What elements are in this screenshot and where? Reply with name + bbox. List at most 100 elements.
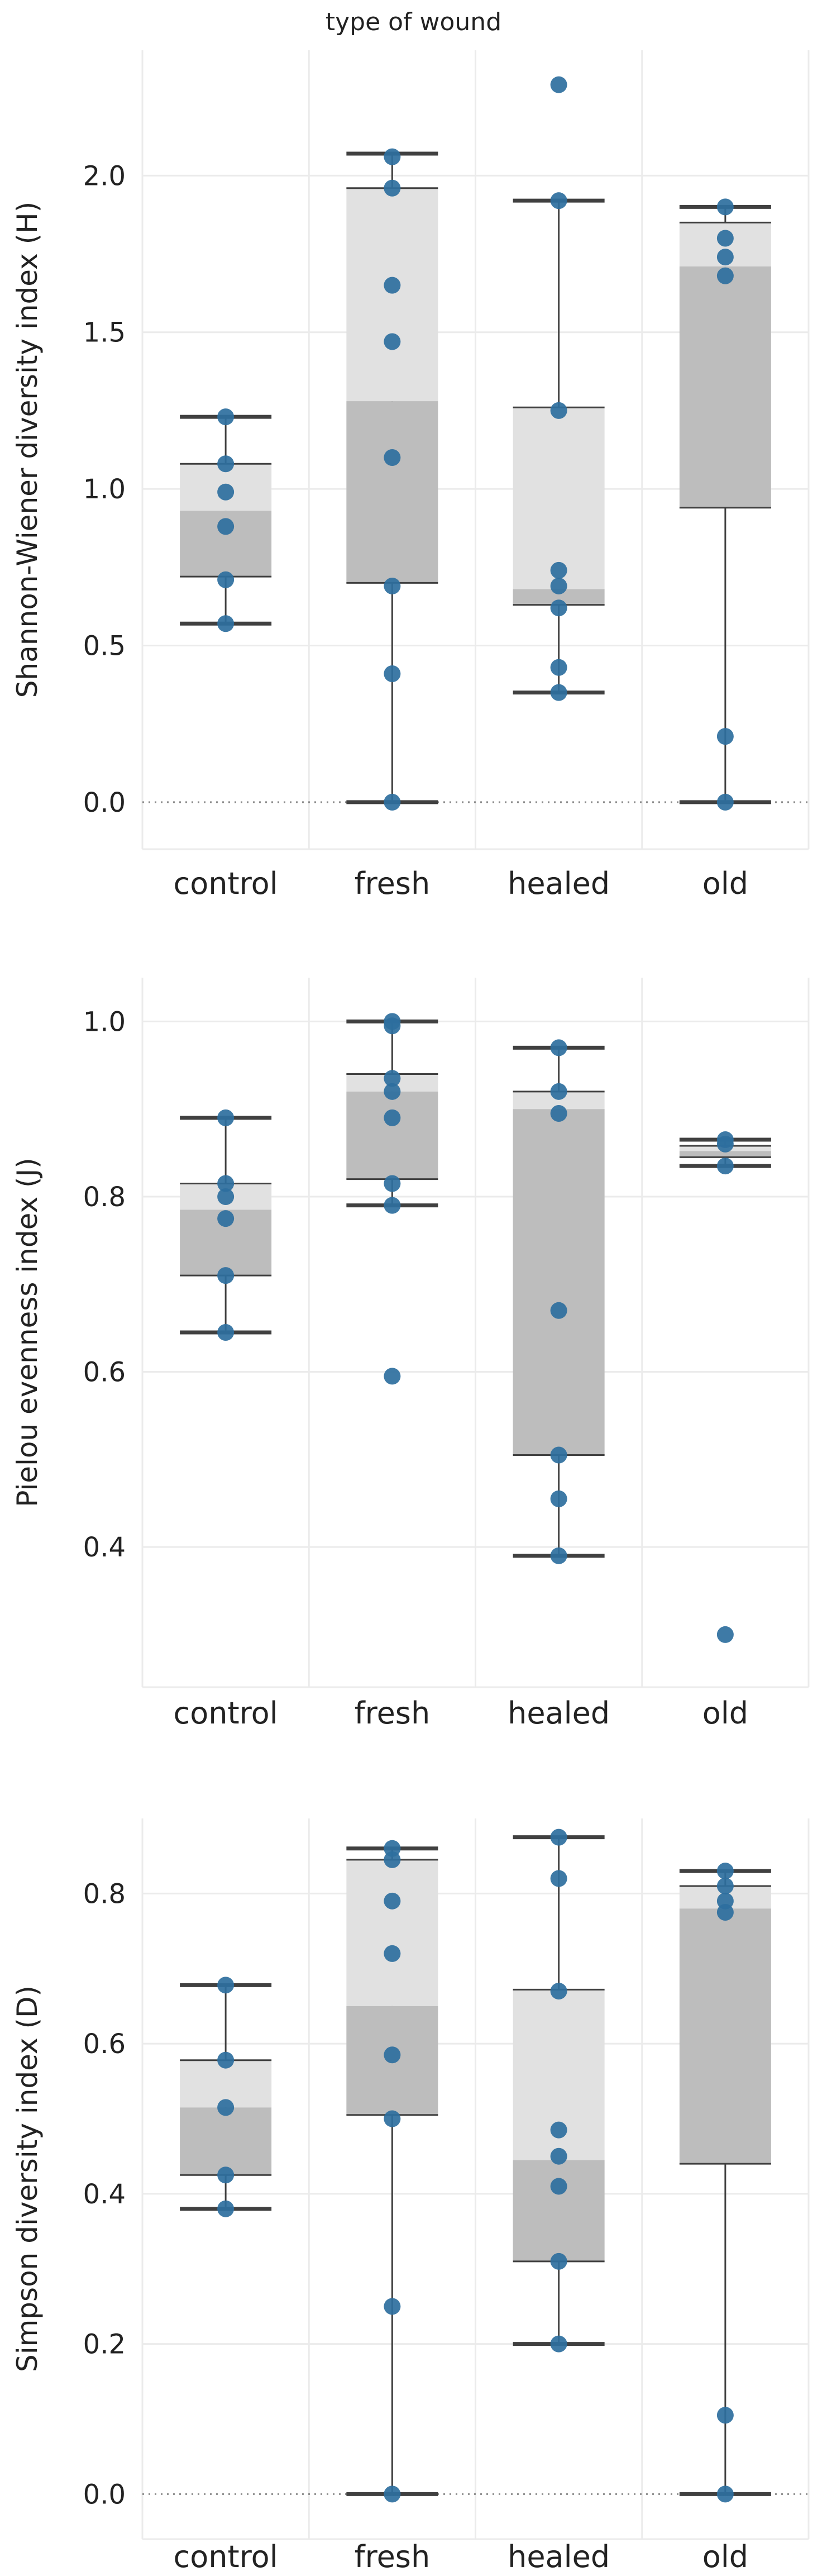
panel-3-x-tick-label-old: old (702, 2539, 748, 2574)
panel-3-data-point-control (217, 2200, 235, 2217)
panel-3-data-point-healed (550, 1983, 567, 2000)
panel-2-data-point-control (217, 1188, 235, 1205)
panel-2-y-tick-label: 0.8 (83, 1182, 126, 1213)
panel-2-y-tick-label: 0.4 (83, 1532, 126, 1563)
panel-3-x-tick-label-healed: healed (508, 2539, 610, 2574)
panel-3-data-point-fresh (384, 1945, 401, 1962)
panel-3-data-point-old (716, 1903, 734, 1921)
panel-2-x-tick-label-old: old (702, 1696, 748, 1731)
panel-2-y-axis-label: Pielou evenness index (J) (11, 1158, 44, 1507)
panel-2-data-point-fresh (384, 1017, 401, 1035)
panel-1-data-point-fresh (384, 148, 401, 165)
panel-1-data-point-healed (550, 561, 567, 579)
panel-3-data-point-healed (550, 2148, 567, 2165)
panel-3-data-point-fresh (384, 2485, 401, 2503)
panel-2-x-tick-label-fresh: fresh (355, 1696, 431, 1731)
panel-2-data-point-healed (550, 1105, 567, 1122)
panel-1-data-point-control (217, 571, 235, 588)
panel-3-data-point-old (716, 1863, 734, 1880)
panel-3-data-point-fresh (384, 1892, 401, 1910)
panel-1-data-point-control (217, 518, 235, 535)
panel-3-y-tick-label: 0.8 (83, 1878, 126, 1910)
panel-1-x-tick-label-healed: healed (508, 866, 610, 901)
panel-3-data-point-control (217, 2099, 235, 2116)
panel-2-box-lower-old (679, 1151, 771, 1158)
panel-2-data-point-control (217, 1210, 235, 1227)
panel-1-box-upper-healed (513, 407, 605, 589)
panel-2-data-point-healed (550, 1547, 567, 1564)
panel-1-data-point-healed (550, 76, 567, 93)
panel-2-box-lower-healed (513, 1109, 605, 1455)
panel-3-data-point-fresh (384, 2046, 401, 2064)
panel-1-x-tick-label-control: control (174, 866, 278, 901)
panel-3-data-point-old (716, 2407, 734, 2424)
panel-2-data-point-control (217, 1109, 235, 1126)
panel-3-data-point-fresh (384, 2298, 401, 2315)
panel-1-y-tick-label: 1.0 (83, 474, 126, 505)
panel-3-data-point-fresh (384, 2110, 401, 2127)
figure-title: type of wound (325, 8, 502, 36)
panel-3-box-lower-old (679, 1908, 771, 2164)
panel-1-data-point-fresh (384, 793, 401, 811)
panel-2-data-point-old (716, 1158, 734, 1175)
panel-3-data-point-healed (550, 2178, 567, 2195)
panel-3-data-point-fresh (384, 1851, 401, 1868)
panel-1-data-point-fresh (384, 333, 401, 350)
panel-1-data-point-healed (550, 684, 567, 701)
panel-1-data-point-fresh (384, 577, 401, 594)
panel-2-data-point-old (716, 1626, 734, 1643)
panel-2-data-point-healed (550, 1083, 567, 1100)
panel-3-y-tick-label: 0.6 (83, 2029, 126, 2060)
panel-1-data-point-control (217, 408, 235, 426)
panel-3-data-point-control (217, 2166, 235, 2184)
panel-1-data-point-fresh (384, 665, 401, 682)
panel-1-y-axis-label: Shannon-Wiener diversity index (H) (11, 202, 44, 698)
panel-1-x-tick-label-old: old (702, 866, 748, 901)
panel-3-data-point-control (217, 2051, 235, 2069)
panel-1-box-lower-old (679, 266, 771, 508)
panel-3-x-tick-label-control: control (174, 2539, 278, 2574)
panel-3-y-tick-label: 0.2 (83, 2329, 126, 2360)
panel-2-data-point-control (217, 1267, 235, 1284)
panel-1-data-point-old (716, 249, 734, 266)
panel-2-data-point-healed (550, 1446, 567, 1464)
panel-2-data-point-fresh (384, 1109, 401, 1126)
panel-2-box-lower-fresh (346, 1091, 438, 1179)
panel-3-data-point-old (716, 1877, 734, 1894)
panel-2-data-point-fresh (384, 1197, 401, 1214)
panel-1-data-point-fresh (384, 449, 401, 466)
panel-3-data-point-control (217, 1977, 235, 1994)
panel-3-y-tick-label: 0.0 (83, 2479, 126, 2510)
panel-1-data-point-healed (550, 577, 567, 594)
panel-2-data-point-healed (550, 1490, 567, 1507)
panel-2-data-point-old (716, 1135, 734, 1153)
panel-2-data-point-control (217, 1324, 235, 1341)
panel-1-data-point-old (716, 793, 734, 811)
panel-1-y-tick-label: 1.5 (83, 317, 126, 349)
panel-3-data-point-healed (550, 1829, 567, 1846)
panel-1-data-point-fresh (384, 179, 401, 197)
panel-1-data-point-healed (550, 402, 567, 419)
panel-1-data-point-old (716, 267, 734, 284)
panel-1-box-lower-fresh (346, 401, 438, 583)
panel-1-data-point-healed (550, 192, 567, 209)
panel-2-data-point-fresh (384, 1070, 401, 1087)
panel-3-y-axis-label: Simpson diversity index (D) (11, 1985, 44, 2372)
panel-3-data-point-healed (550, 2335, 567, 2353)
panel-2-x-tick-label-healed: healed (508, 1696, 610, 1731)
panel-3-data-point-healed (550, 1870, 567, 1887)
panel-1-data-point-control (217, 455, 235, 473)
panel-1-data-point-old (716, 230, 734, 247)
panel-1-data-point-healed (550, 599, 567, 617)
panel-1-y-tick-label: 0.5 (83, 630, 126, 661)
panel-3-data-point-healed (550, 2121, 567, 2139)
panel-2-data-point-healed (550, 1302, 567, 1319)
panel-3-box-upper-fresh (346, 1859, 438, 2006)
panel-3-x-tick-label-fresh: fresh (355, 2539, 431, 2574)
panel-2-y-tick-label: 1.0 (83, 1006, 126, 1037)
panel-3-y-tick-label: 0.4 (83, 2179, 126, 2210)
panel-1-data-point-control (217, 615, 235, 632)
panel-2-data-point-fresh (384, 1175, 401, 1192)
